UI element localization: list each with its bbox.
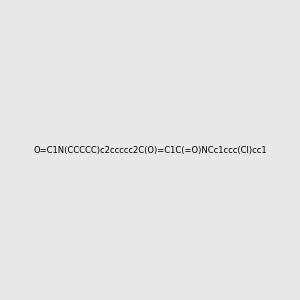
- Text: O=C1N(CCCCC)c2ccccc2C(O)=C1C(=O)NCc1ccc(Cl)cc1: O=C1N(CCCCC)c2ccccc2C(O)=C1C(=O)NCc1ccc(…: [33, 146, 267, 154]
